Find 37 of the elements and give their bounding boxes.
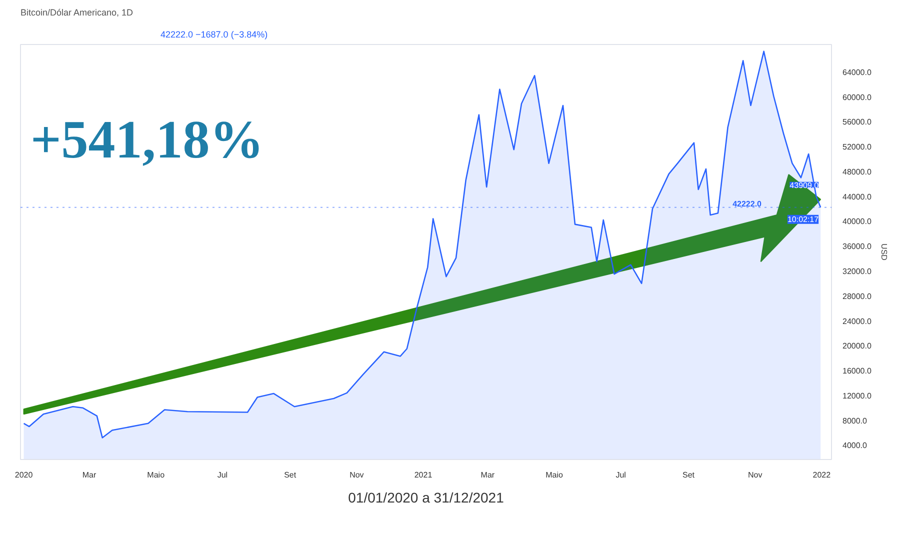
x-tick-label: Set — [284, 470, 297, 480]
x-tick-label: Nov — [748, 470, 762, 480]
annotation: +541,18% — [30, 110, 264, 170]
y-tick-label: 44000.0 — [842, 192, 872, 202]
y-tick-label: 8000.0 — [842, 416, 868, 426]
y-tick-label: 28000.0 — [842, 292, 872, 301]
x-tick-label: Mar — [480, 470, 495, 480]
y-tick-label: 20000.0 — [842, 342, 872, 351]
x-tick-label: Jul — [616, 470, 626, 480]
annotation: 43909.0 — [790, 180, 820, 190]
chart-title: Bitcoin/Dólar Americano, 1D — [20, 8, 134, 18]
ref-line-label: 42222.0 — [732, 199, 762, 208]
x-tick-label: Nov — [350, 470, 364, 480]
y-tick-label: 24000.0 — [842, 316, 872, 326]
y-axis-title: USD — [879, 244, 888, 261]
y-tick-label: 36000.0 — [842, 242, 872, 252]
x-tick-label: Maio — [147, 470, 166, 480]
y-tick-label: 16000.0 — [842, 366, 872, 376]
y-tick-label: 60000.0 — [842, 92, 872, 102]
y-tick-label: 40000.0 — [842, 217, 872, 226]
y-tick-label: 52000.0 — [842, 142, 872, 152]
x-tick-label: Maio — [546, 470, 564, 480]
y-tick-label: 48000.0 — [842, 167, 872, 176]
x-tick-label: 2021 — [414, 470, 433, 480]
y-tick-label: 12000.0 — [842, 391, 872, 400]
text: 01/01/2020 a 31/12/2021 — [348, 490, 504, 506]
x-tick-label: 2020 — [14, 470, 34, 480]
y-tick-label: 64000.0 — [842, 68, 872, 77]
x-tick-label: 2022 — [812, 470, 832, 480]
chart-subtitle: 42222.0 −1687.0 (−3.84%) — [160, 30, 268, 40]
annotation: 10:02:17 — [787, 214, 820, 224]
y-tick-label: 56000.0 — [842, 118, 872, 127]
y-tick-label: 4000.0 — [842, 441, 868, 450]
y-tick-label: 32000.0 — [842, 266, 872, 276]
x-tick-label: Mar — [82, 470, 96, 480]
x-tick-label: Set — [682, 470, 696, 480]
x-tick-label: Jul — [217, 470, 228, 480]
